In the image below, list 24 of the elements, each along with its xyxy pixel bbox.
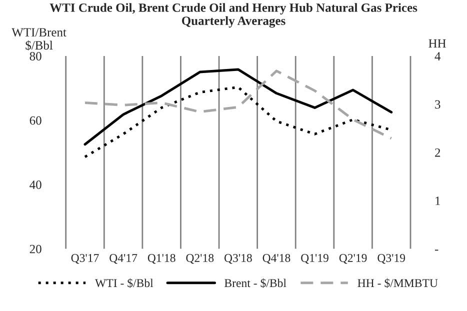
y-tick-label: 80 [30,52,42,60]
y2-tick-label: 1 [436,196,440,205]
y-tick-label: 40 [30,180,42,189]
x-tick-label: Q3'18 [224,254,252,264]
y2-tick-label: - [434,250,438,251]
y-tick-label: 60 [30,116,42,125]
x-tick-label: Q4'18 [262,254,290,264]
y2-axis-title: HH [428,39,446,48]
x-tick-label: Q2'19 [339,254,367,264]
y-axis-title: WTI/Brent $/Bbl [12,28,66,50]
y-tick-label: 20 [30,244,42,254]
x-tick-label: Q4'17 [110,254,138,264]
x-tick-label: Q1'19 [301,254,328,264]
legend-label: WTI - $/Bbl [95,278,154,288]
x-tick-label: Q3'17 [71,254,99,264]
legend-label: Brent - $/Bbl [224,278,286,288]
x-tick-label: Q1'18 [148,254,176,264]
y2-tick-label: 2 [435,148,440,157]
x-tick-label: Q2'18 [186,254,214,264]
x-tick-label: Q3'19 [378,254,406,264]
legend-label: HH - $/MMBTU [358,278,438,288]
chart-title: WTI Crude Oil, Brent Crude Oil and Henry Hub Natural Gas Prices Quarterly Averages [50,3,418,28]
y2-tick-label: 4 [434,52,441,60]
y2-tick-label: 3 [435,100,440,109]
